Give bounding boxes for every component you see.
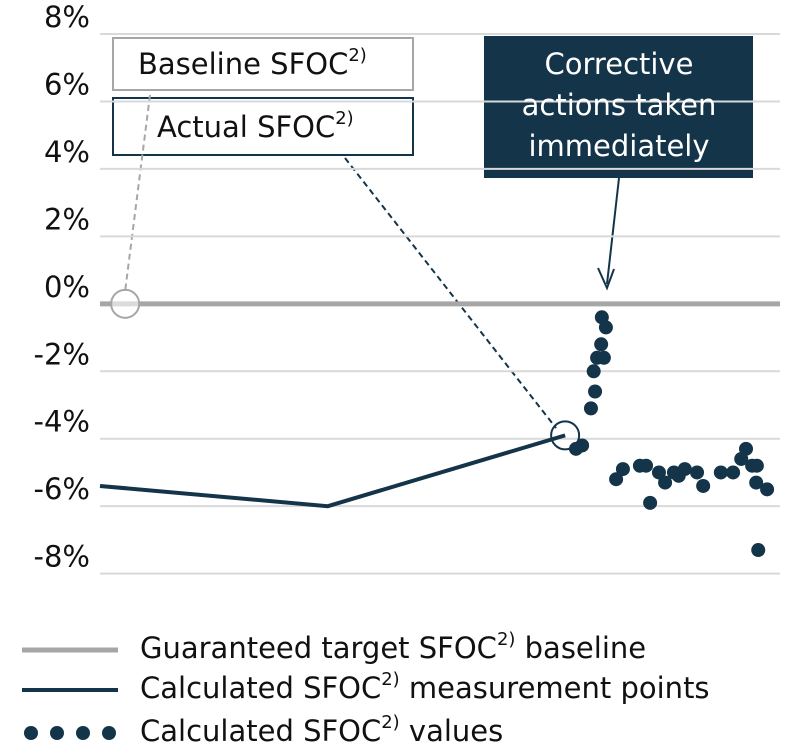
baseline-box: [112, 37, 414, 91]
y-tick-label: 2%: [44, 202, 90, 236]
data-point: [615, 462, 630, 477]
data-point: [760, 482, 775, 497]
y-tick-label: 6%: [44, 67, 90, 101]
y-tick-label: -2%: [34, 337, 90, 371]
data-point: [658, 475, 673, 490]
data-point: [588, 384, 603, 399]
y-tick-label: -6%: [34, 472, 90, 506]
y-tick-label: -4%: [34, 405, 90, 439]
legend-marker: [76, 726, 90, 740]
annotation-circle: [550, 420, 581, 451]
data-point: [609, 472, 624, 487]
data-point: [594, 337, 609, 352]
legend-label: Calculated SFOC2) measurement points: [140, 669, 710, 705]
leader-line: [124, 94, 151, 293]
leader-line: [344, 157, 557, 429]
data-point: [749, 475, 764, 490]
data-point: [583, 401, 598, 416]
annotation-circle: [110, 288, 141, 319]
annotation-text: actions taken: [522, 88, 717, 122]
legend-marker: [102, 726, 116, 740]
data-point: [751, 543, 766, 558]
annotation-text: immediately: [528, 129, 709, 163]
y-tick-label: 4%: [44, 135, 90, 169]
annotation-text: Corrective: [545, 47, 694, 81]
data-point: [643, 495, 658, 510]
legend-marker: [24, 726, 38, 740]
data-point: [651, 465, 666, 480]
data-point: [596, 350, 611, 365]
y-tick-label: -8%: [34, 540, 90, 574]
arrow: [606, 177, 620, 285]
data-point: [586, 364, 601, 379]
y-tick-label: 8%: [44, 0, 90, 34]
data-point: [696, 478, 711, 493]
data-point: [713, 465, 728, 480]
series-line: [99, 433, 566, 509]
arrow-head: [597, 267, 615, 291]
data-point: [739, 441, 753, 456]
data-point: [749, 458, 764, 473]
legend-marker: [50, 726, 64, 740]
annotation-text: Baseline SFOC2): [138, 45, 367, 81]
legend-label: Guaranteed target SFOC2) baseline: [140, 629, 646, 665]
data-point: [726, 465, 741, 480]
data-point: [639, 458, 654, 473]
data-point: [575, 438, 590, 453]
legend-label: Calculated SFOC2) values: [140, 712, 503, 748]
actual-box: [112, 97, 414, 156]
data-point: [690, 465, 705, 480]
y-tick-label: 0%: [44, 270, 90, 304]
annotation-text: Actual SFOC2): [157, 108, 354, 144]
corrective-box: [484, 36, 753, 178]
data-point: [677, 462, 692, 477]
data-point: [594, 310, 609, 325]
